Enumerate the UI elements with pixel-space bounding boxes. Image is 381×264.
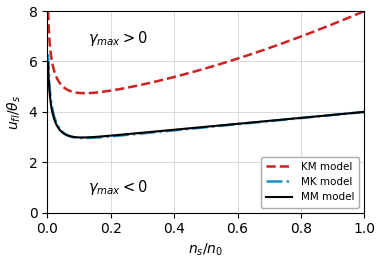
KM model <box>101 90 105 93</box>
KM model <box>356 12 360 15</box>
Line: MK model: MK model <box>48 54 365 138</box>
MK model <box>82 136 86 140</box>
Legend: KM model, MK model, MM model: KM model, MK model, MM model <box>261 157 359 208</box>
MK model <box>181 128 186 131</box>
KM model <box>362 10 367 13</box>
KM model <box>83 92 87 95</box>
KM model <box>167 77 172 80</box>
KM model <box>46 10 50 13</box>
MK model <box>82 136 86 140</box>
MM model <box>322 114 327 117</box>
MK model <box>362 110 367 114</box>
MM model <box>362 110 367 114</box>
MM model <box>80 136 85 139</box>
MM model <box>46 61 50 64</box>
MK model <box>356 111 360 114</box>
MK model <box>322 114 327 117</box>
MM model <box>167 129 172 132</box>
MK model <box>101 135 105 139</box>
MM model <box>82 136 86 139</box>
Text: $\gamma_{max} > 0$: $\gamma_{max} > 0$ <box>88 29 148 48</box>
MM model <box>101 135 105 138</box>
MK model <box>46 53 50 56</box>
MK model <box>167 129 172 132</box>
KM model <box>322 26 327 29</box>
KM model <box>181 73 186 76</box>
X-axis label: $n_s/n_0$: $n_s/n_0$ <box>188 242 223 258</box>
MM model <box>356 111 360 114</box>
KM model <box>82 92 86 95</box>
Text: $\gamma_{max} < 0$: $\gamma_{max} < 0$ <box>88 178 148 197</box>
MM model <box>181 127 186 130</box>
Y-axis label: $u_{fl}/\theta_s$: $u_{fl}/\theta_s$ <box>6 94 23 130</box>
Line: KM model: KM model <box>48 11 365 93</box>
Line: MM model: MM model <box>48 62 365 138</box>
